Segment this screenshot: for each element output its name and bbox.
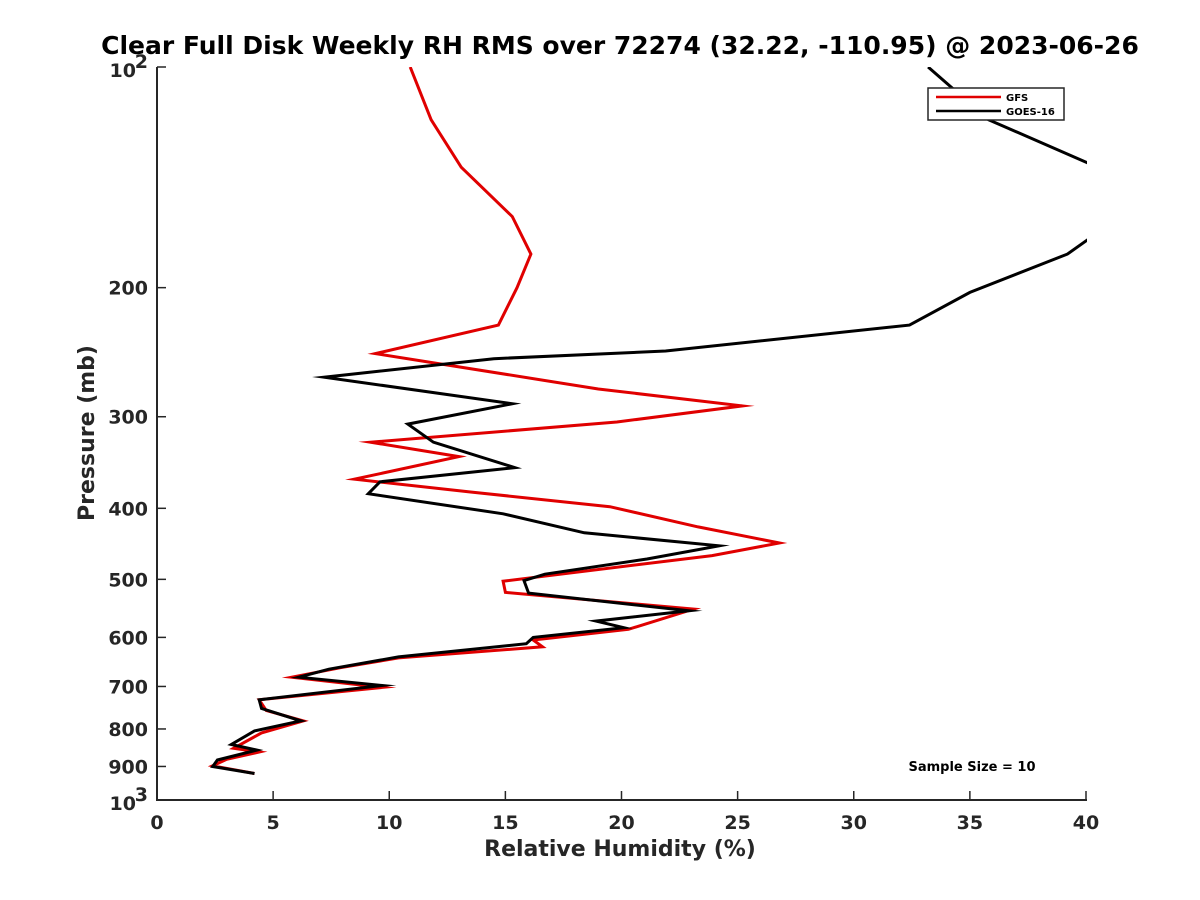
- series-line-gfs: [207, 67, 788, 775]
- x-tick-label: 35: [957, 812, 983, 834]
- y-tick-label-power: 10: [110, 793, 136, 815]
- y-tick-exponent: 3: [135, 784, 148, 806]
- x-tick-label: 5: [267, 812, 280, 834]
- y-tick-label: 900: [108, 756, 148, 778]
- y-tick-label: 600: [108, 627, 148, 649]
- sample-size-annotation: Sample Size = 10: [908, 760, 1035, 775]
- legend-box: [927, 87, 1065, 121]
- x-tick-label: 40: [1073, 812, 1099, 834]
- x-tick-label: 0: [150, 812, 163, 834]
- y-tick-label: 800: [108, 719, 148, 741]
- y-tick-label: 300: [108, 407, 148, 429]
- x-tick-label: 15: [492, 812, 518, 834]
- legend: GFS GOES-16: [927, 87, 1065, 121]
- y-tick-exponent: 2: [135, 51, 148, 73]
- y-tick-label-power: 10: [110, 60, 136, 82]
- x-tick-label: 20: [608, 812, 634, 834]
- x-axis-ticks: 0 5 10 15 20 25 30 35 40: [150, 791, 1099, 834]
- legend-label-gfs: GFS: [1006, 93, 1028, 104]
- chart-title: Clear Full Disk Weekly RH RMS over 72274…: [101, 31, 1139, 60]
- y-tick-label: 200: [108, 278, 148, 300]
- y-tick-label: 500: [108, 569, 148, 591]
- x-tick-label: 30: [841, 812, 867, 834]
- y-tick-label: 400: [108, 498, 148, 520]
- x-tick-label: 25: [724, 812, 750, 834]
- series-line-goes16: [210, 67, 1087, 775]
- x-tick-label: 10: [376, 812, 402, 834]
- series-layer: [207, 67, 1087, 775]
- y-tick-label: 700: [108, 676, 148, 698]
- x-axis-label: Relative Humidity (%): [484, 837, 756, 862]
- legend-label-goes16: GOES-16: [1006, 107, 1055, 118]
- y-axis-label: Pressure (mb): [75, 345, 100, 521]
